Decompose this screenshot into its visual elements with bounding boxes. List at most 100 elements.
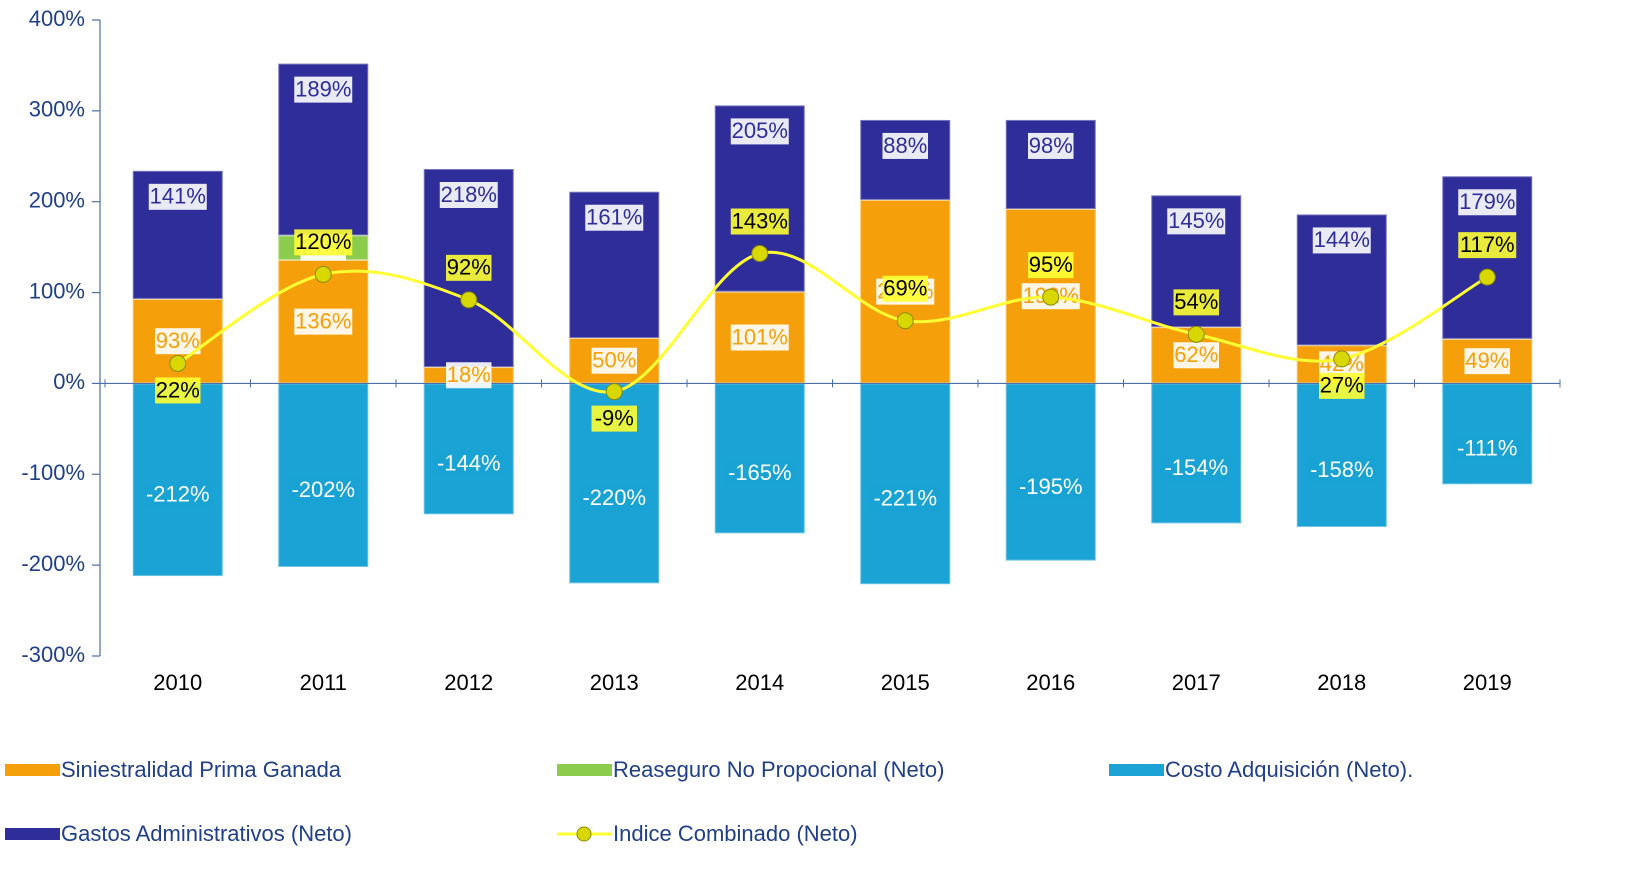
data-label: 101% [732,324,788,349]
x-tick-label: 2016 [1026,670,1075,695]
data-label-box [294,308,353,335]
bar [422,382,515,516]
data-label-box [148,183,207,210]
data-label-group: 205% [730,118,789,145]
line-label-box [591,405,637,432]
legend-label: Indice Combinado (Neto) [613,821,858,846]
line-label: 120% [295,229,351,254]
data-label: 98% [1029,133,1073,158]
data-label-group: 136% [294,308,353,335]
line-label: 92% [447,255,491,280]
data-label-group: -111% [1452,436,1523,462]
y-tick-label: -200% [21,551,85,576]
y-tick-label: -100% [21,460,85,485]
data-label-group: 101% [730,324,789,351]
data-label-box [730,324,789,351]
line-label: 95% [1029,252,1073,277]
data-label: 136% [295,308,351,333]
bar [277,382,370,568]
data-label: 205% [732,118,788,143]
data-label-group: -158% [1306,457,1377,484]
line-marker [169,354,187,372]
data-label-group: 144% [1312,227,1371,254]
data-label-box [1464,348,1510,375]
line-label: 54% [1174,289,1218,314]
x-tick-label: 2018 [1317,670,1366,695]
data-label-box [730,118,789,145]
y-tick-label: 0% [53,369,85,394]
line-label-group: 27% [1319,373,1365,399]
data-label: 62% [1174,342,1218,367]
line-marker [1333,350,1351,368]
data-label-box [1173,342,1219,369]
bar [1004,382,1097,562]
data-label-box [585,204,644,231]
data-label-box [1458,189,1517,216]
x-tick-label: 2011 [300,670,347,695]
data-label: -195% [1019,474,1083,499]
line-marker [314,265,332,283]
line-marker [605,383,623,401]
data-label-group: 218% [439,182,498,209]
line-label: 69% [883,276,927,301]
data-label-group: -154% [1161,455,1232,482]
data-label-group: 62% [1173,342,1219,369]
data-label-box [1167,208,1226,235]
bar [1441,382,1534,486]
data-label: 179% [1459,189,1515,214]
line-label-group: 95% [1028,252,1074,279]
data-label: 145% [1168,208,1224,233]
data-label-group: 141% [148,183,207,210]
data-label-box [439,182,498,209]
line-label-group: -9% [591,405,637,432]
data-label-group: -195% [1015,474,1086,501]
data-label-group: -220% [579,485,650,512]
legend-swatch [576,826,592,842]
line-marker [1478,268,1496,286]
data-label-group: 161% [585,204,644,231]
line-label: 22% [156,377,200,402]
data-label-box [1015,474,1086,501]
bar [1295,382,1388,528]
x-tick-label: 2012 [444,670,493,695]
data-label: -165% [728,460,792,485]
data-label-box [579,485,650,512]
line-label-group: 69% [882,275,928,302]
data-label: 18% [447,362,491,387]
x-tick-label: 2017 [1172,670,1221,695]
line-label-group: 143% [730,208,789,235]
legend-label: Costo Adquisición (Neto). [1165,757,1413,782]
data-label-box [724,460,795,487]
data-label: -158% [1310,457,1374,482]
data-label-box [882,132,928,159]
line-label-box [882,275,928,302]
data-label: -144% [437,451,501,476]
legend-label: Gastos Administrativos (Neto) [61,821,352,846]
line-marker [751,245,769,263]
line-label-group: 120% [294,229,353,256]
line-label-group: 54% [1173,289,1219,316]
data-label: 49% [1465,348,1509,373]
data-label-group: -221% [870,486,941,512]
data-label: 141% [150,184,206,209]
data-label-group: 179% [1458,189,1517,216]
bar [1150,382,1243,525]
line-label: 27% [1320,373,1364,398]
data-label-group: 49% [1464,348,1510,375]
line-label-box [1458,232,1517,259]
line-label-group: 117% [1458,232,1517,259]
data-label-group: -144% [433,451,504,477]
data-label: 88% [883,133,927,158]
bar [131,382,224,578]
legend-label: Reaseguro No Propocional (Neto) [613,757,944,782]
data-label: -221% [873,486,937,511]
data-label-box [1306,457,1377,484]
data-label-box [1028,132,1074,159]
line-label-box [446,254,492,281]
x-tick-label: 2015 [881,670,930,695]
data-label-box [1161,455,1232,482]
data-label-box [1452,435,1523,462]
data-label: 50% [592,348,636,373]
